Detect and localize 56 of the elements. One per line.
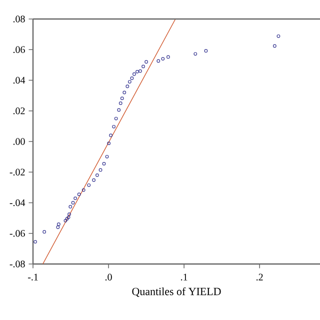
point (126, 84, 130, 88)
y-tick-label: -.06 (10, 230, 25, 237)
y-tick-label: .06 (13, 46, 25, 53)
point (68, 212, 71, 216)
point (136, 70, 139, 74)
y-tick-label: -.02 (10, 168, 25, 176)
point (166, 55, 170, 59)
x-tick-label: .1 (180, 274, 188, 280)
point (156, 59, 160, 63)
point (68, 205, 72, 208)
point (92, 178, 96, 182)
point (142, 64, 145, 68)
x-tick-label: -.1 (28, 274, 38, 280)
point (65, 217, 69, 221)
point (107, 142, 111, 146)
point (138, 69, 142, 73)
point (34, 240, 37, 244)
y-tick-label: .02 (13, 107, 25, 114)
point (102, 162, 106, 166)
y-tick-label: .04 (13, 76, 26, 84)
point (194, 52, 198, 56)
point (130, 76, 134, 80)
point (118, 102, 122, 105)
point (114, 116, 118, 120)
point (161, 57, 165, 61)
point (74, 196, 77, 200)
x-axis-title: Quantiles of YIELD (132, 287, 221, 297)
point (66, 216, 70, 219)
point (276, 34, 280, 38)
point (105, 154, 109, 158)
point (112, 124, 116, 128)
point (132, 72, 136, 76)
y-tick-label: -.08 (10, 260, 25, 268)
point (77, 192, 81, 196)
point (87, 183, 91, 187)
y-tick-label: -.04 (10, 199, 26, 206)
x-tick-label: .2 (256, 274, 263, 280)
point (71, 201, 75, 204)
point (64, 218, 68, 222)
point (96, 173, 99, 177)
point (56, 226, 60, 229)
x-tick-label: .0 (105, 274, 112, 281)
point (109, 134, 112, 138)
point (122, 90, 126, 94)
point (128, 80, 132, 84)
point (144, 60, 148, 64)
point (56, 222, 60, 226)
point (98, 168, 102, 172)
point (272, 44, 276, 48)
point (120, 96, 124, 100)
y-tick-label: .08 (13, 16, 25, 22)
point (117, 108, 121, 112)
point (82, 188, 86, 192)
point (204, 49, 208, 53)
point (42, 230, 46, 234)
y-tick-label: .00 (13, 138, 25, 145)
